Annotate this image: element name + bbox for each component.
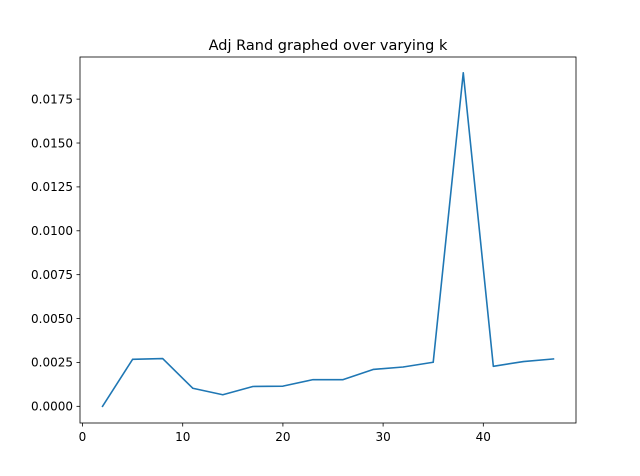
data-point xyxy=(342,379,344,381)
y-tick-label: 0.0175 xyxy=(31,92,73,106)
data-point xyxy=(432,361,434,363)
data-point xyxy=(312,379,314,381)
y-tick-label: 0.0050 xyxy=(31,312,73,326)
data-point xyxy=(372,368,374,371)
data-point xyxy=(282,385,284,387)
data-point xyxy=(162,357,164,360)
data-point xyxy=(492,365,494,367)
y-tick-label: 0.0125 xyxy=(31,180,73,194)
x-tick-label: 10 xyxy=(175,430,190,444)
y-tick-label: 0.0025 xyxy=(31,356,73,370)
chart-title: Adj Rand graphed over varying k xyxy=(209,38,448,54)
y-tick-label: 0.0100 xyxy=(31,224,73,238)
x-tick-label: 30 xyxy=(375,430,390,444)
data-point xyxy=(552,358,555,360)
series-layer xyxy=(101,72,555,408)
y-tick-label: 0.0150 xyxy=(31,136,73,150)
data-point xyxy=(222,394,224,396)
x-tick-label: 20 xyxy=(275,430,290,444)
data-point xyxy=(252,385,254,388)
y-axis-ticks: 0.0000 0.0025 0.0050 0.0075 0.0100 0.0125 0.01… xyxy=(31,92,80,414)
plot-area-frame xyxy=(79,56,577,424)
y-tick-label: 0.0075 xyxy=(31,268,73,282)
data-point xyxy=(101,405,104,407)
data-point xyxy=(462,72,464,74)
data-point xyxy=(132,358,134,360)
x-tick-label: 0 xyxy=(79,430,87,444)
data-point xyxy=(402,366,404,368)
data-point xyxy=(192,387,194,389)
x-tick-label: 40 xyxy=(476,430,491,444)
series-line xyxy=(101,72,555,408)
data-point xyxy=(522,360,524,363)
x-axis-ticks: 0 10 20 30 40 xyxy=(79,423,491,444)
y-tick-label: 0.0000 xyxy=(31,400,73,414)
